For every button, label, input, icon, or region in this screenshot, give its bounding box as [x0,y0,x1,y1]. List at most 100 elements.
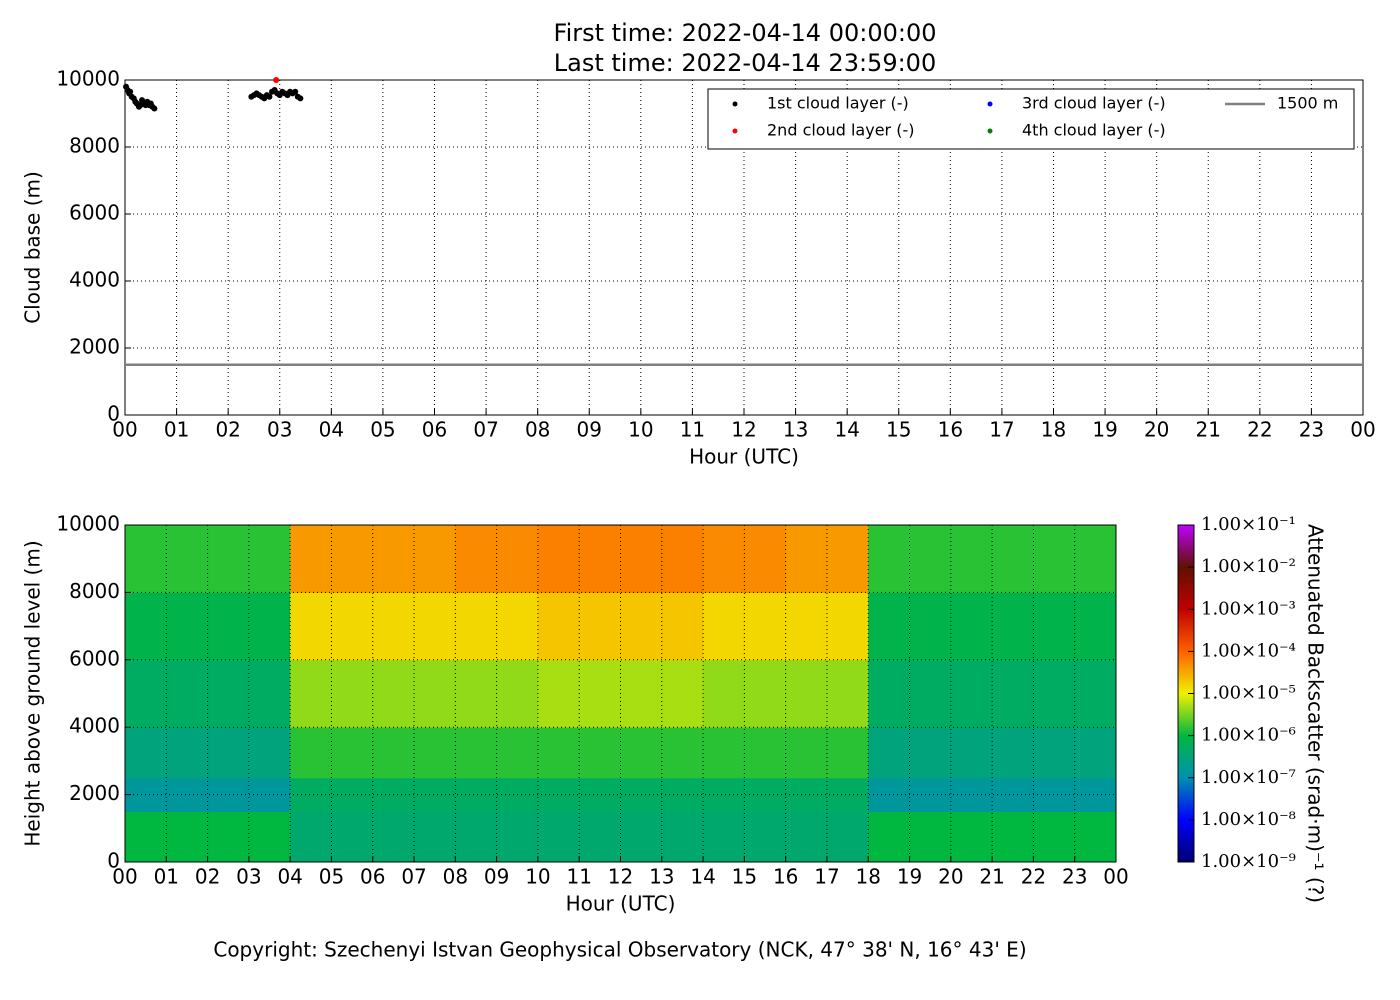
heatmap-cell [455,592,539,661]
x-tick-label: 13 [649,865,674,889]
x-tick-label: 16 [938,418,963,442]
heatmap-cell [703,727,787,779]
y-axis-label: Height above ground level (m) [21,540,45,846]
y-tick-label: 0 [107,402,120,426]
plot-frame [124,79,1364,416]
heatmap-cell [290,811,374,863]
x-tick-label: 10 [525,865,550,889]
x-tick-label: 00 [1103,865,1128,889]
x-tick-label: 15 [886,418,911,442]
heatmap-cell [125,777,209,812]
x-tick-label: 22 [1247,418,1272,442]
x-tick-label: 21 [979,865,1004,889]
colorbar-tick-label: 1.00×10⁻² [1201,556,1296,577]
heatmap-cell [703,592,787,661]
heatmap-cell [785,727,869,779]
heatmap-cell [868,811,952,863]
x-tick-label: 04 [277,865,302,889]
x-tick-label: 21 [1196,418,1221,442]
heatmap-cell [372,727,456,779]
legend-label: 2nd cloud layer (-) [767,121,914,140]
heatmap-cell [537,525,621,593]
footer: Copyright: Szechenyi Istvan Geophysical … [213,938,1026,962]
y-tick-label: 4000 [69,268,120,292]
heatmap-cell [868,727,952,779]
x-tick-label: 07 [473,418,498,442]
heatmap-cell [620,811,704,863]
heatmap-cell [290,777,374,812]
x-tick-label: 12 [731,418,756,442]
x-tick-label: 20 [1144,418,1169,442]
heatmap-cell [207,811,291,863]
x-tick-label: 20 [938,865,963,889]
legend-box [707,88,1355,150]
x-tick-label: 05 [319,865,344,889]
legend-marker [987,128,993,134]
colorbar-tick-label: 1.00×10⁻³ [1201,598,1296,619]
x-tick-label: 23 [1299,418,1324,442]
y-tick-label: 4000 [69,714,120,738]
colorbar-label: Attenuated Backscatter (srad·m)⁻¹ (?) [1304,524,1328,903]
x-tick-label: 13 [783,418,808,442]
x-tick-label: 18 [1041,418,1066,442]
y-tick-label: 2000 [69,335,120,359]
x-tick-label: 17 [989,418,1014,442]
x-tick-label: 12 [608,865,633,889]
x-tick-label: 09 [577,418,602,442]
heatmap-cell [455,727,539,779]
y-tick-label: 10000 [56,67,120,91]
heatmap-cell [785,777,869,812]
heatmap-cell [620,777,704,812]
heatmap-cell [1033,525,1117,593]
heatmap-cell [207,592,291,661]
y-tick-label: 6000 [69,646,120,670]
data-point [151,105,158,112]
colorbar-tick-label: 1.00×10⁻⁹ [1201,851,1296,872]
x-tick-label: 22 [1021,865,1046,889]
x-tick-label: 05 [370,418,395,442]
heatmap-cell [125,592,209,661]
x-tick-label: 17 [814,865,839,889]
colorbar-tick-label: 1.00×10⁻⁷ [1201,767,1296,788]
data-point [292,88,299,95]
heatmap-cell [125,525,209,593]
y-tick-label: 2000 [69,781,120,805]
heatmap-cell [125,727,209,779]
heatmap-cell [703,811,787,863]
heatmap-cell [290,727,374,779]
heatmap-cell [1033,727,1117,779]
chart-title: First time: 2022-04-14 00:00:00 [554,19,937,47]
heatmap-cell [537,592,621,661]
heatmap-cell [372,592,456,661]
legend-label: 1st cloud layer (-) [767,94,909,113]
data-point [297,95,304,102]
x-tick-label: 06 [360,865,385,889]
heatmap-cell [950,727,1034,779]
chart-subtitle: Last time: 2022-04-14 23:59:00 [554,49,936,77]
x-tick-label: 03 [267,418,292,442]
legend-marker [732,128,738,134]
y-tick-label: 8000 [69,579,120,603]
heatmap-cell [1033,811,1117,863]
x-tick-label: 01 [154,865,179,889]
y-tick-label: 6000 [69,201,120,225]
x-tick-label: 08 [443,865,468,889]
colorbar-tick-label: 1.00×10⁻¹ [1201,514,1296,535]
heatmap-cell [125,811,209,863]
x-tick-label: 00 [112,865,137,889]
legend-marker [732,101,738,107]
x-tick-label: 23 [1062,865,1087,889]
heatmap-cell [703,777,787,812]
heatmap-cell [290,525,374,593]
colorbar-tick-label: 1.00×10⁻⁸ [1201,809,1296,830]
heatmap-cell [207,525,291,593]
heatmap-cell [868,592,952,661]
x-tick-label: 10 [628,418,653,442]
heatmap-cell [950,525,1034,593]
x-tick-label: 02 [195,865,220,889]
x-tick-label: 11 [566,865,591,889]
heatmap-cell [207,727,291,779]
heatmap-cell [620,727,704,779]
heatmap-cell [1033,777,1117,812]
